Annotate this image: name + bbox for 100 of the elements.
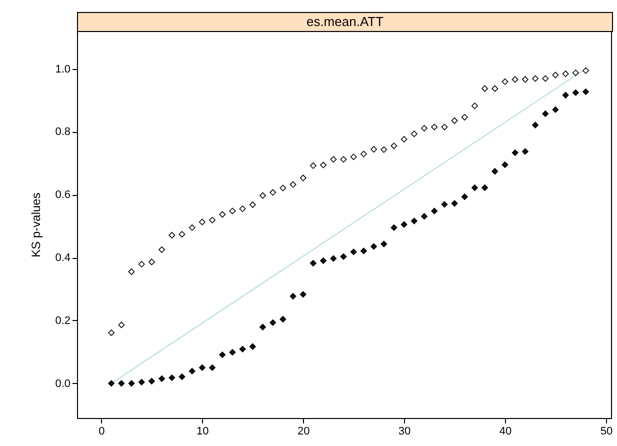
point [522,76,528,83]
point [108,330,115,336]
point [260,324,266,330]
point [148,378,155,384]
point [390,142,398,150]
x-tick-label: 40 [499,426,512,438]
point [198,364,206,371]
point [492,85,498,92]
point [239,346,246,352]
point [360,150,367,158]
point [542,110,549,117]
point [502,161,508,168]
x-tick-label: 30 [398,426,411,438]
point [128,380,135,387]
point [512,150,518,156]
point [108,380,115,387]
point [582,67,589,74]
point [461,194,468,200]
y-tick-label: 0.0 [55,378,70,390]
point [249,343,256,350]
point [300,174,306,182]
point [270,189,276,196]
y-tick-label: 0.2 [55,314,70,327]
point [239,206,246,212]
point [562,70,569,78]
point [390,224,398,231]
point [188,368,196,374]
point [400,136,408,142]
chart-title: es.mean.ATT [77,12,613,32]
point [188,224,196,231]
point [482,85,488,92]
point [330,156,337,163]
point [340,253,347,260]
point [350,154,357,160]
point [148,258,155,266]
point [562,92,569,98]
point [320,162,327,168]
point [542,75,549,82]
point [158,246,166,253]
point [471,102,478,110]
point [400,221,408,228]
point [168,374,176,381]
x-tick-label: 10 [196,426,209,438]
point [280,184,286,192]
point [249,201,256,208]
point [380,240,388,248]
point [552,106,559,113]
point [451,200,458,207]
point [350,248,357,256]
point [552,72,559,78]
point [532,122,539,128]
point [461,114,468,120]
point [421,213,428,220]
point [178,231,186,238]
point [118,322,125,328]
point [219,352,226,358]
point [370,243,378,250]
point [168,232,176,238]
point [290,293,296,300]
point [532,75,539,82]
point [502,78,508,85]
point [138,260,145,268]
point [492,168,498,175]
point [260,192,266,199]
point [522,148,528,155]
point [209,364,216,371]
x-tick-label: 50 [600,426,613,438]
point [219,211,226,218]
point [320,257,327,264]
point [280,316,286,322]
point [441,124,448,130]
point [229,349,236,356]
point [482,184,488,191]
y-tick-label: 1.0 [55,63,70,76]
x-tick-label: 20 [297,426,310,438]
point [431,124,438,130]
y-axis-title: KS p-values [29,192,44,258]
point [178,374,186,380]
point [300,291,306,298]
point [441,201,448,208]
y-tick-label: 0.4 [55,252,70,264]
point [431,208,438,214]
point [410,218,418,224]
point [360,248,367,254]
point [512,76,518,83]
point [209,216,216,224]
x-tick-label: 0 [98,426,105,438]
point [572,89,579,96]
point [572,70,579,76]
point [370,146,378,153]
point [451,117,458,124]
point [118,380,125,387]
point [158,375,166,382]
point [290,181,296,188]
point [198,218,206,226]
point [310,260,316,266]
point [138,378,145,386]
point [128,268,135,275]
point [270,319,276,326]
point [310,162,316,169]
